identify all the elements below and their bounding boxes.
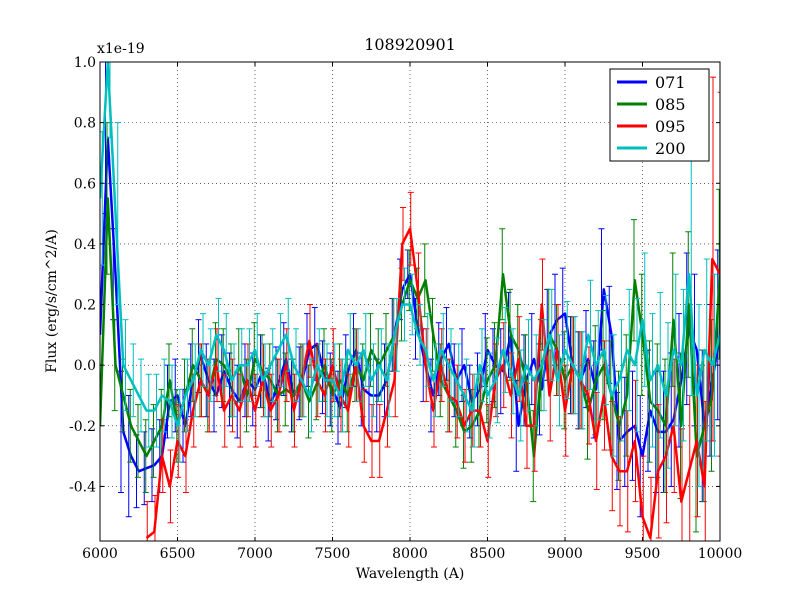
legend-label-095: 095	[655, 117, 686, 136]
legend: 071 085 095 200	[609, 68, 710, 162]
y-tick-label: 0.6	[74, 176, 96, 192]
legend-label-200: 200	[655, 139, 686, 158]
y-tick-label: -0.4	[69, 479, 96, 495]
y-tick-label: 0.4	[74, 237, 96, 253]
y-tick-label: 1.0	[74, 55, 96, 71]
y-tick-label: 0.8	[74, 116, 96, 132]
y-tick-label: 0.0	[74, 358, 96, 374]
x-tick-label: 7000	[237, 546, 273, 562]
y-axis-label: Flux (erg/s/cm^2/A)	[44, 229, 60, 373]
x-axis-label: Wavelength (A)	[356, 566, 465, 582]
x-tick-label: 10000	[698, 546, 743, 562]
x-tick-label: 7500	[315, 546, 351, 562]
legend-label-071: 071	[655, 73, 686, 92]
legend-box	[609, 68, 710, 162]
x-tick-label: 9000	[547, 546, 583, 562]
x-tick-label: 8500	[470, 546, 506, 562]
axis-ticks: 6000 6500 7000 7500 8000 8500 9000 9500 10000 -0.…	[69, 55, 742, 562]
y-axis-multiplier: x1e-19	[97, 41, 145, 57]
x-tick-label: 9500	[625, 546, 661, 562]
x-tick-label: 6000	[82, 546, 118, 562]
series-line-200	[100, 62, 720, 428]
legend-label-085: 085	[655, 95, 686, 114]
y-tick-label: 0.2	[74, 298, 96, 314]
y-tick-label: -0.2	[69, 419, 96, 435]
x-tick-label: 8000	[392, 546, 428, 562]
series-200	[100, 62, 720, 487]
series-layer	[100, 62, 720, 541]
chart-title: 108920901	[364, 35, 456, 54]
x-tick-label: 6500	[160, 546, 196, 562]
